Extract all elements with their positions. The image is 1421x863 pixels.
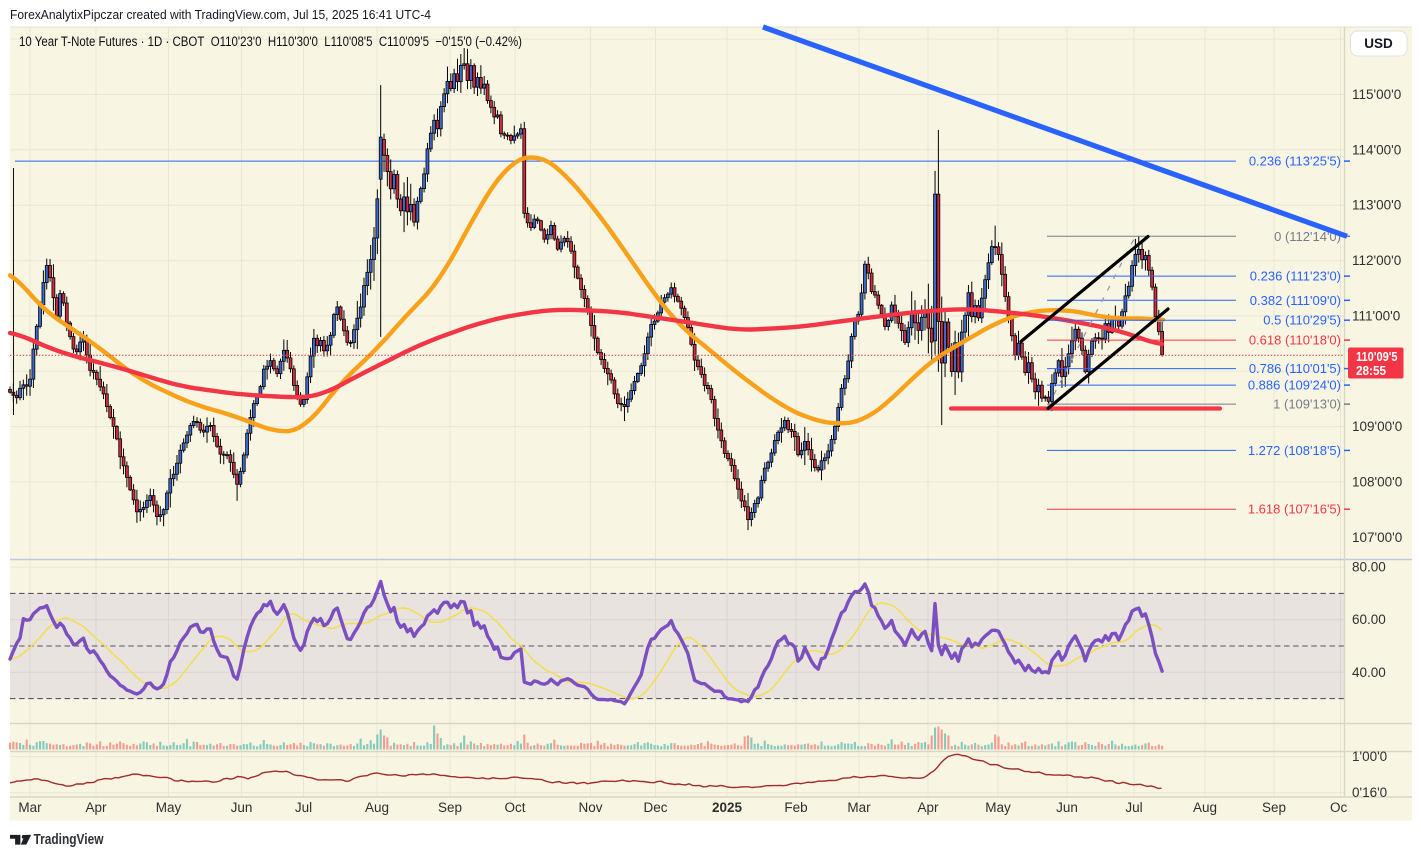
svg-text:28:55: 28:55 [1356,363,1386,378]
svg-text:0.886 (109'24'0): 0.886 (109'24'0) [1248,378,1341,393]
svg-text:Apr: Apr [917,800,939,815]
svg-text:May: May [985,800,1011,815]
svg-text:1'00'0: 1'00'0 [1352,749,1387,764]
svg-text:0'16'0: 0'16'0 [1352,785,1387,800]
svg-text:Aug: Aug [1193,800,1217,815]
svg-text:Jun: Jun [1056,800,1078,815]
svg-text:107'00'0: 107'00'0 [1352,530,1402,545]
svg-text:114'00'0: 114'00'0 [1352,142,1401,157]
svg-text:112'00'0: 112'00'0 [1352,253,1401,268]
svg-text:USD: USD [1364,36,1393,51]
svg-text:Feb: Feb [784,800,807,815]
svg-text:0.618 (110'18'0): 0.618 (110'18'0) [1249,333,1341,348]
svg-text:0.786 (110'01'5): 0.786 (110'01'5) [1249,361,1341,376]
svg-text:TradingView: TradingView [34,832,105,848]
svg-text:80.00: 80.00 [1352,560,1386,575]
svg-text:Mar: Mar [847,800,871,815]
svg-text:Mar: Mar [18,800,42,815]
svg-text:110'09'5: 110'09'5 [1356,349,1398,364]
svg-text:1.618 (107'16'5): 1.618 (107'16'5) [1248,502,1341,517]
svg-text:Jun: Jun [231,800,253,815]
svg-text:Aug: Aug [365,800,389,815]
svg-text:May: May [156,800,182,815]
svg-text:Jul: Jul [1125,800,1142,815]
svg-text:60.00: 60.00 [1352,612,1386,627]
svg-text:115'00'0: 115'00'0 [1352,87,1401,102]
svg-text:ForexAnalytixPipczar created w: ForexAnalytixPipczar created with Tradin… [10,7,431,22]
svg-text:108'00'0: 108'00'0 [1352,474,1402,489]
svg-text:Dec: Dec [643,800,667,815]
svg-text:109'00'0: 109'00'0 [1352,419,1402,434]
svg-text:0.236 (111'23'0): 0.236 (111'23'0) [1250,269,1341,284]
svg-text:1 (109'13'0): 1 (109'13'0) [1273,397,1341,412]
svg-text:2025: 2025 [712,800,743,815]
svg-text:40.00: 40.00 [1352,665,1386,680]
svg-text:Sep: Sep [1262,800,1286,815]
svg-text:Oct: Oct [1330,800,1351,815]
svg-text:0.5 (110'29'5): 0.5 (110'29'5) [1263,313,1341,328]
svg-text:Jul: Jul [295,800,312,815]
svg-text:113'00'0: 113'00'0 [1352,198,1401,213]
svg-text:Oct: Oct [504,800,525,815]
svg-text:111'00'0: 111'00'0 [1352,308,1400,323]
svg-text:Nov: Nov [578,800,602,815]
svg-text:0 (112'14'0): 0 (112'14'0) [1274,229,1341,244]
svg-text:0.236 (113'25'5): 0.236 (113'25'5) [1249,154,1341,169]
svg-text:Sep: Sep [438,800,462,815]
svg-text:Apr: Apr [85,800,107,815]
svg-text:1.272 (108'18'5): 1.272 (108'18'5) [1248,443,1341,458]
svg-text:0.382 (111'09'0): 0.382 (111'09'0) [1250,293,1341,308]
svg-text:10 Year T-Note Futures · 1D ·: 10 Year T-Note Futures · 1D · CBOT O110'… [19,34,522,49]
